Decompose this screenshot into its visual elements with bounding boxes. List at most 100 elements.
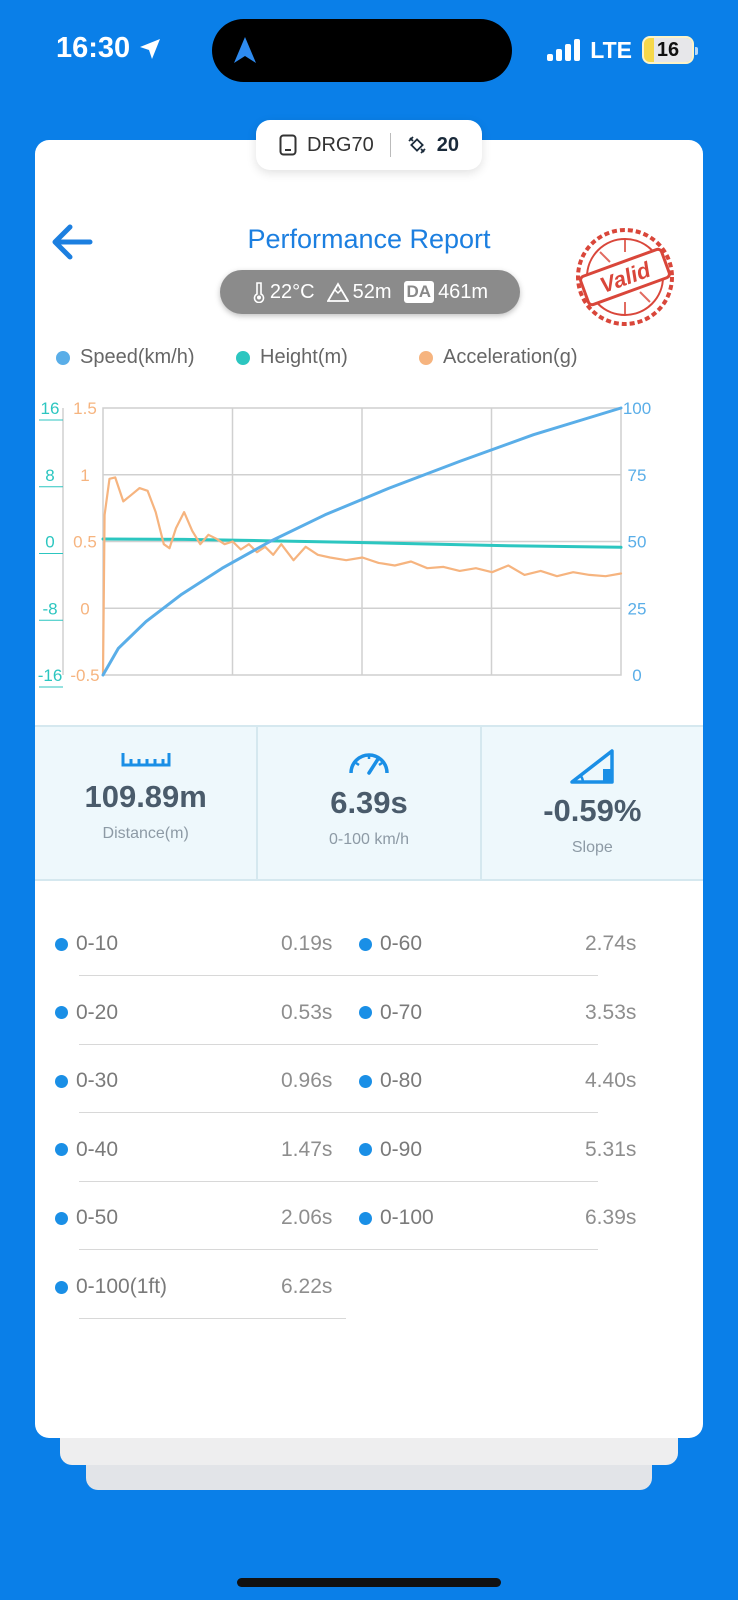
speed-tick-label: 75	[628, 466, 647, 485]
stat-label: Distance(m)	[102, 825, 189, 842]
split-bullet	[55, 1211, 68, 1225]
split-bullet	[359, 937, 372, 951]
satellite-icon	[408, 136, 426, 154]
split-name: 0-90	[380, 1137, 423, 1161]
environment-pill: 22°C 52m DA 461m	[220, 270, 520, 314]
chart-legend: Speed(km/h) Height(m) Acceleration(g)	[56, 346, 578, 369]
split-divider	[79, 1249, 598, 1251]
split-bullet	[55, 1074, 68, 1088]
network-type: LTE	[590, 36, 632, 63]
height-tick-label: -8	[42, 599, 57, 618]
stat-slope: -0.59% Slope	[482, 727, 703, 879]
split-divider	[79, 1318, 346, 1319]
height-line	[101, 537, 623, 549]
accel-tick-label: 1	[80, 466, 89, 485]
split-row: 0-50 2.06s	[55, 1184, 341, 1252]
split-row: 0-40 1.47s	[55, 1116, 341, 1184]
thermometer-icon	[253, 282, 265, 303]
density-altitude: DA 461m	[403, 281, 488, 304]
height-tick-label: 16	[41, 399, 60, 418]
stat-value: 109.89m	[84, 779, 207, 814]
speed-tick-label: 100	[623, 399, 651, 418]
stat-label: Slope	[571, 839, 613, 856]
split-divider	[79, 1043, 598, 1045]
split-name: 0-100	[380, 1206, 434, 1230]
satellite-count: 20	[436, 133, 459, 156]
performance-chart: 16 8 0 -8 -16 1.5 1 0.5 0 -0.5 100 75 50 25 0	[38, 399, 651, 688]
split-divider	[79, 1180, 598, 1182]
split-time: 4.40s	[585, 1069, 637, 1093]
stat-label: 0-100 km/h	[328, 831, 410, 848]
slope-icon	[570, 749, 615, 784]
height-tick-label: 8	[45, 466, 54, 485]
split-row: 0-70 3.53s	[359, 979, 645, 1047]
clock: 16:30	[56, 32, 131, 64]
split-bullet	[359, 1143, 372, 1157]
accel-tick-label: -0.5	[70, 666, 99, 685]
altitude: 52m	[326, 281, 392, 304]
dynamic-island	[212, 19, 512, 82]
split-name: 0-70	[380, 1000, 423, 1024]
mountain-icon	[326, 282, 349, 302]
split-bullet	[359, 1074, 372, 1088]
page-title: Performance Report	[247, 224, 491, 254]
split-row: 0-30 0.96s	[55, 1047, 341, 1115]
battery-icon: 16	[642, 36, 698, 64]
valid-stamp: Valid	[576, 228, 674, 326]
split-time: 0.53s	[281, 1000, 333, 1024]
accel-tick-label: 1.5	[73, 399, 97, 418]
legend-height[interactable]: Height(m)	[236, 346, 419, 369]
stat-value: 6.39s	[330, 785, 408, 820]
speed-tick-label: 25	[628, 599, 647, 618]
home-indicator[interactable]	[237, 1578, 501, 1587]
height-tick-label: 0	[45, 533, 54, 552]
split-row: 0-100 6.39s	[359, 1184, 645, 1252]
legend-dot	[419, 350, 433, 365]
stats-panel: 109.89m Distance(m) 6.39s 0-100 km/h -0.…	[35, 725, 703, 881]
acceleration-line	[101, 476, 623, 677]
split-row: 0-20 0.53s	[55, 979, 341, 1047]
ruler-icon	[121, 753, 171, 767]
split-bullet	[359, 1006, 372, 1020]
battery-level: 16	[656, 38, 680, 61]
status-time: 16:30	[56, 32, 162, 65]
stat-distance: 109.89m Distance(m)	[35, 727, 259, 879]
temperature: 22°C	[252, 281, 315, 304]
split-name: 0-50	[76, 1206, 119, 1230]
speed-tick-label: 50	[628, 533, 647, 552]
split-row: 0-10 0.19s	[55, 910, 341, 978]
legend-speed[interactable]: Speed(km/h)	[56, 346, 236, 369]
height-tick-label: -16	[38, 666, 63, 685]
device-icon	[279, 134, 297, 156]
split-bullet	[359, 1211, 372, 1225]
legend-dot	[236, 350, 250, 365]
speed-tick-label: 0	[632, 666, 641, 685]
location-arrow-icon	[140, 38, 161, 59]
split-time: 1.47s	[281, 1137, 333, 1161]
split-time: 6.22s	[281, 1275, 333, 1298]
split-bullet	[55, 1006, 68, 1020]
split-time: 2.06s	[281, 1206, 333, 1230]
stat-value: -0.59%	[543, 793, 642, 828]
split-name: 0-10	[76, 932, 119, 955]
device-name: DRG70	[307, 133, 374, 156]
split-row: 0-90 5.31s	[359, 1116, 645, 1184]
split-name: 0-40	[76, 1137, 119, 1161]
split-bullet	[55, 937, 68, 951]
split-name: 0-80	[380, 1069, 423, 1093]
split-row: 0-80 4.40s	[359, 1047, 645, 1115]
speed-line	[101, 406, 623, 677]
legend-dot	[56, 350, 70, 365]
split-name: 0-60	[380, 932, 423, 955]
stat-acceleration-time: 6.39s 0-100 km/h	[258, 727, 482, 879]
split-time: 5.31s	[585, 1137, 637, 1161]
legend-acceleration[interactable]: Acceleration(g)	[419, 346, 578, 369]
speedometer-icon	[349, 753, 389, 775]
status-indicators: LTE 16	[547, 36, 698, 64]
back-arrow-icon[interactable]	[50, 222, 94, 262]
pill-divider	[389, 133, 391, 157]
split-bullet	[55, 1280, 68, 1294]
accel-tick-label: 0	[80, 599, 89, 618]
split-name: 0-20	[76, 1000, 119, 1024]
device-pill[interactable]: DRG70 20	[256, 120, 482, 170]
